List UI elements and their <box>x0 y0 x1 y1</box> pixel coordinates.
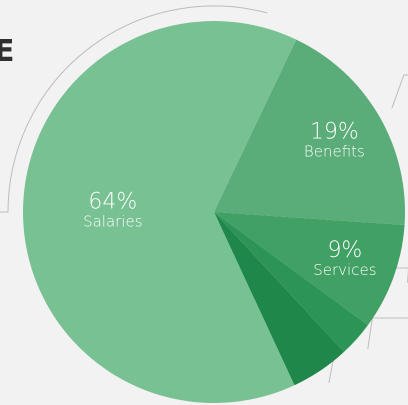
leader-line-benefits <box>391 74 408 109</box>
slice-percent-salaries: 64% <box>88 190 137 215</box>
slice-category-benefits: Benefits <box>304 143 365 161</box>
slice-category-services: Services <box>313 261 376 279</box>
page-heading: E <box>0 34 15 69</box>
pie-slices <box>23 21 406 404</box>
outer-ring-arc <box>0 5 268 213</box>
pie-slice-benefits <box>214 39 406 225</box>
slice-percent-services: 9% <box>327 238 362 263</box>
slice-category-salaries: Salaries <box>83 213 142 231</box>
pie-slice-services <box>214 212 405 326</box>
pie-slice-segment-4 <box>214 212 345 386</box>
slice-percent-benefits: 19% <box>310 120 359 145</box>
pie-slice-segment-3 <box>214 212 368 352</box>
pie-slice-salaries <box>23 21 297 404</box>
slice-labels: 19%Benefits 9%Services 64%Salaries <box>83 120 376 279</box>
